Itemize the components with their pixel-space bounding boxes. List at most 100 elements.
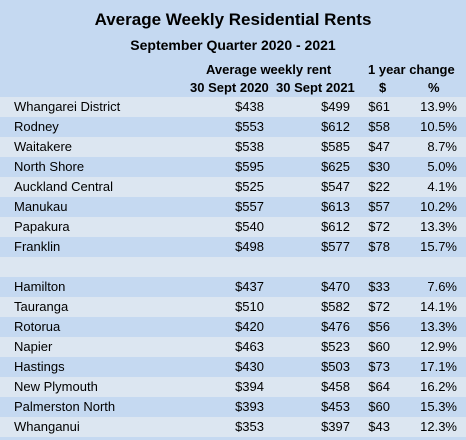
- rent-2020-cell: $540: [235, 219, 264, 234]
- rent-2021-cell: $503: [321, 359, 350, 374]
- region-name-cell: New Plymouth: [14, 379, 98, 394]
- percent-change-cell: 10.5%: [420, 119, 457, 134]
- rent-2020-cell: $394: [235, 379, 264, 394]
- rent-2020-cell: $463: [235, 339, 264, 354]
- dollar-change-cell: $73: [368, 359, 390, 374]
- rent-2021-cell: $476: [321, 319, 350, 334]
- dollar-change-cell: $33: [368, 279, 390, 294]
- dollar-change-cell: $22: [368, 179, 390, 194]
- table-row: Palmerston North $393 $453 $60 15.3%: [0, 397, 466, 417]
- region-name-cell: North Shore: [14, 159, 85, 174]
- rent-2020-cell: $595: [235, 159, 264, 174]
- rent-2021-cell: $453: [321, 399, 350, 414]
- rent-2020-cell: $553: [235, 119, 264, 134]
- table-body: Whangarei District $438 $499 $61 13.9% Rodney…: [0, 97, 466, 437]
- rent-2021-cell: $470: [321, 279, 350, 294]
- rent-2021-cell: $577: [321, 239, 350, 254]
- region-name-cell: Rotorua: [14, 319, 61, 334]
- percent-change-cell: 5.0%: [427, 159, 457, 174]
- percent-change-cell: 15.7%: [420, 239, 457, 254]
- region-name-cell: Whanganui: [14, 419, 80, 434]
- table-row: Rodney $553 $612 $58 10.5%: [0, 117, 466, 137]
- table-row: Napier $463 $523 $60 12.9%: [0, 337, 466, 357]
- rent-2021-cell: $458: [321, 379, 350, 394]
- region-name-cell: Napier: [14, 339, 53, 354]
- table-row: Whanganui $353 $397 $43 12.3%: [0, 417, 466, 437]
- region-name-cell: Hamilton: [14, 279, 66, 294]
- rent-2020-cell: $498: [235, 239, 264, 254]
- percent-change-cell: 4.1%: [427, 179, 457, 194]
- dollar-change-cell: $58: [368, 119, 390, 134]
- dollar-change-cell: $47: [368, 139, 390, 154]
- table-row: Whangarei District $438 $499 $61 13.9%: [0, 97, 466, 117]
- dollar-change-cell: $60: [368, 399, 390, 414]
- header-30-sept-2021: 30 Sept 2021: [276, 80, 355, 95]
- dollar-change-cell: $64: [368, 379, 390, 394]
- header-average-weekly-rent: Average weekly rent: [206, 62, 332, 77]
- percent-change-cell: 8.7%: [427, 139, 457, 154]
- table-row: Franklin $498 $577 $78 15.7%: [0, 237, 466, 257]
- percent-change-cell: 10.2%: [420, 199, 457, 214]
- rent-2021-cell: $499: [321, 99, 350, 114]
- dollar-change-cell: $72: [368, 299, 390, 314]
- rent-2021-cell: $612: [321, 119, 350, 134]
- percent-change-cell: 12.9%: [420, 339, 457, 354]
- group-spacer-row: [0, 257, 466, 277]
- rent-2021-cell: $397: [321, 419, 350, 434]
- rent-2020-cell: $510: [235, 299, 264, 314]
- region-name-cell: Manukau: [14, 199, 68, 214]
- dollar-change-cell: $78: [368, 239, 390, 254]
- table-row: Hastings $430 $503 $73 17.1%: [0, 357, 466, 377]
- dollar-change-cell: $61: [368, 99, 390, 114]
- dollar-change-cell: $56: [368, 319, 390, 334]
- header-dollar-change: $: [379, 80, 387, 95]
- rent-2021-cell: $625: [321, 159, 350, 174]
- table-row: Hamilton $437 $470 $33 7.6%: [0, 277, 466, 297]
- rent-2020-cell: $430: [235, 359, 264, 374]
- header-one-year-change: 1 year change: [368, 62, 455, 77]
- rent-2020-cell: $437: [235, 279, 264, 294]
- percent-change-cell: 7.6%: [427, 279, 457, 294]
- dollar-change-cell: $57: [368, 199, 390, 214]
- rent-2020-cell: $538: [235, 139, 264, 154]
- rent-2020-cell: $353: [235, 419, 264, 434]
- region-name-cell: Palmerston North: [14, 399, 116, 414]
- table-row: Auckland Central $525 $547 $22 4.1%: [0, 177, 466, 197]
- dollar-change-cell: $30: [368, 159, 390, 174]
- rent-2020-cell: $393: [235, 399, 264, 414]
- percent-change-cell: 17.1%: [420, 359, 457, 374]
- region-name-cell: Franklin: [14, 239, 61, 254]
- table-row: Waitakere $538 $585 $47 8.7%: [0, 137, 466, 157]
- table-row: Papakura $540 $612 $72 13.3%: [0, 217, 466, 237]
- rent-2020-cell: $557: [235, 199, 264, 214]
- percent-change-cell: 13.3%: [420, 219, 457, 234]
- dollar-change-cell: $72: [368, 219, 390, 234]
- rent-2021-cell: $582: [321, 299, 350, 314]
- percent-change-cell: 13.9%: [420, 99, 457, 114]
- rent-2020-cell: $420: [235, 319, 264, 334]
- percent-change-cell: 16.2%: [420, 379, 457, 394]
- table-title: Average Weekly Residential Rents: [94, 10, 372, 29]
- percent-change-cell: 12.3%: [420, 419, 457, 434]
- table-row: Rotorua $420 $476 $56 13.3%: [0, 317, 466, 337]
- table-subtitle: September Quarter 2020 - 2021: [130, 37, 336, 53]
- table-row: North Shore $595 $625 $30 5.0%: [0, 157, 466, 177]
- rent-2020-cell: $525: [235, 179, 264, 194]
- region-name-cell: Auckland Central: [14, 179, 113, 194]
- region-name-cell: Waitakere: [14, 139, 73, 154]
- table-row: Tauranga $510 $582 $72 14.1%: [0, 297, 466, 317]
- region-name-cell: Tauranga: [14, 299, 69, 314]
- header-30-sept-2020: 30 Sept 2020: [190, 80, 269, 95]
- region-name-cell: Whangarei District: [14, 99, 121, 114]
- region-name-cell: Papakura: [14, 219, 70, 234]
- percent-change-cell: 14.1%: [420, 299, 457, 314]
- percent-change-cell: 13.3%: [420, 319, 457, 334]
- rent-2021-cell: $612: [321, 219, 350, 234]
- rent-2021-cell: $613: [321, 199, 350, 214]
- region-name-cell: Hastings: [14, 359, 65, 374]
- rent-2021-cell: $547: [321, 179, 350, 194]
- rent-2020-cell: $438: [235, 99, 264, 114]
- dollar-change-cell: $60: [368, 339, 390, 354]
- dollar-change-cell: $43: [368, 419, 390, 434]
